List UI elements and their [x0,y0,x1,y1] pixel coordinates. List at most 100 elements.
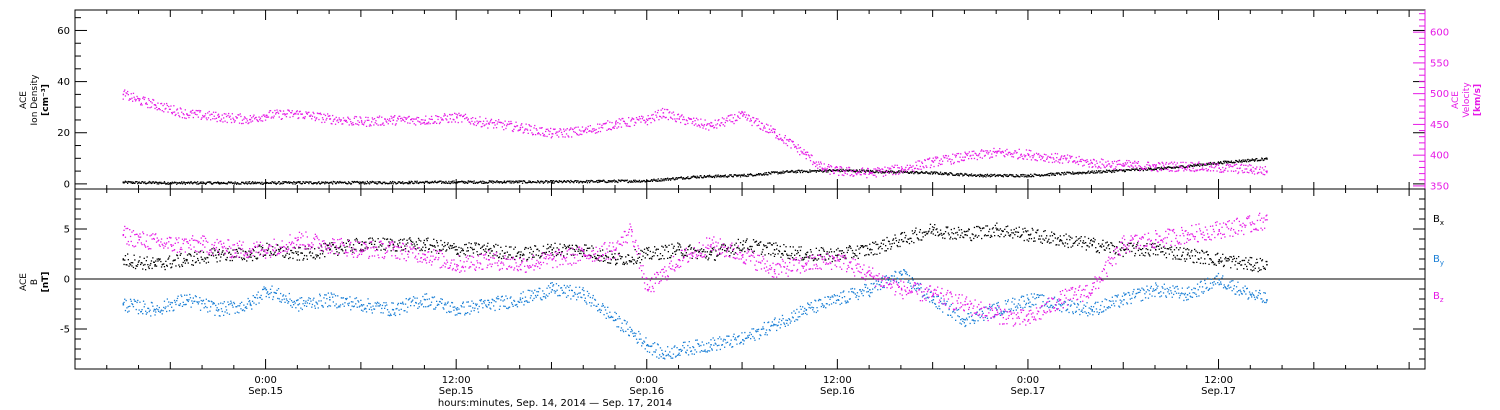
bx-series-point [659,253,662,255]
density-series-point [412,182,415,185]
density-series-point [295,181,297,184]
velocity-series-point [1181,166,1183,168]
velocity-series-point [282,113,284,115]
density-series-point [383,181,385,184]
density-series-point [334,182,337,185]
bx-series-point [137,261,140,263]
velocity-series-point [1210,165,1212,167]
density-series-point [925,171,927,173]
velocity-series-point [280,110,282,112]
velocity-series-point [754,120,756,123]
bx-series-point [849,245,851,248]
bx-series-point [262,255,264,257]
density-series-point [793,171,795,174]
bx-series-anchor [1266,264,1268,266]
velocity-series-point [182,113,184,115]
velocity-series-point [842,170,844,172]
bx-series-point [760,253,763,255]
bx-series-point [1101,243,1103,245]
density-series-point [295,182,298,184]
bx-series-point [743,247,745,249]
velocity-series-point [545,130,547,133]
bx-series-point [724,244,726,246]
bx-series-point [817,258,820,260]
velocity-series-point [620,119,622,121]
density-series-point [892,170,894,173]
density-series-point [1165,167,1167,169]
velocity-series-point [1102,159,1104,161]
density-series-point [872,170,874,172]
velocity-series-point [190,110,192,112]
density-series-point [1064,173,1067,175]
bx-series-point [1008,234,1010,236]
bx-series-point [428,248,430,250]
density-series-point [678,177,680,179]
velocity-series-point [773,128,775,130]
bx-series-point [205,262,207,264]
density-series-point [720,176,722,178]
velocity-series-point [1100,167,1102,169]
bx-series-point [749,245,751,248]
density-series-point [414,180,416,182]
velocity-series-point [968,158,970,160]
velocity-series-point [1146,164,1148,166]
bx-series-point [407,250,410,252]
bx-series-point [338,252,340,254]
bx-series-point [639,262,641,264]
velocity-series-point [921,161,923,163]
density-series-point [934,171,936,173]
velocity-series-point [360,119,363,122]
bx-series-point [1019,236,1021,238]
velocity-series-point [632,118,634,120]
bx-series-point [605,255,607,257]
bx-series-point [425,238,428,240]
bx-series-point [599,260,601,262]
velocity-series-point [819,166,821,168]
bx-series-point [145,269,147,271]
density-series-point [1117,170,1119,172]
density-series-point [921,171,924,174]
velocity-series-point [532,134,534,136]
bx-series-point [174,259,176,261]
velocity-series-point [726,120,729,122]
density-series-point [331,182,333,184]
velocity-series-point [983,150,985,152]
density-series-point [926,172,929,174]
bx-series-point [796,250,799,252]
density-series-point [1234,161,1236,164]
bx-series-point [656,248,658,250]
bx-series-point [883,239,885,241]
velocity-series-point [1166,168,1168,171]
bx-series-point [1155,246,1157,248]
bx-series-point [1141,252,1143,254]
bx-series-point [1095,247,1097,249]
velocity-series-point [776,135,778,137]
velocity-series-point [1153,164,1155,166]
velocity-series-point [194,111,196,114]
velocity-series-point [1036,160,1038,162]
velocity-series-point [622,120,625,122]
velocity-series-point [419,121,421,123]
density-series-point [820,169,822,172]
density-series-point [608,181,610,183]
density-series-point [1167,166,1169,168]
bx-series-point [1245,257,1247,259]
density-series-point [983,175,986,177]
density-series-point [794,170,797,172]
velocity-series-point [316,117,318,119]
density-series-point [890,170,892,172]
bx-series-point [183,257,185,260]
bx-series-point [547,247,550,249]
bx-series-point [1160,251,1162,253]
density-series-point [880,172,882,174]
bx-series-point [803,258,805,260]
density-series-point [951,173,953,175]
bx-series-point [789,257,791,260]
velocity-series-point [1105,161,1107,163]
velocity-series-point [1081,158,1083,160]
bx-series-point [776,244,778,247]
bx-series-point [1131,250,1133,253]
density-series-point [1122,169,1124,172]
bx-series-point [805,256,807,258]
bx-series-point [1006,231,1008,233]
